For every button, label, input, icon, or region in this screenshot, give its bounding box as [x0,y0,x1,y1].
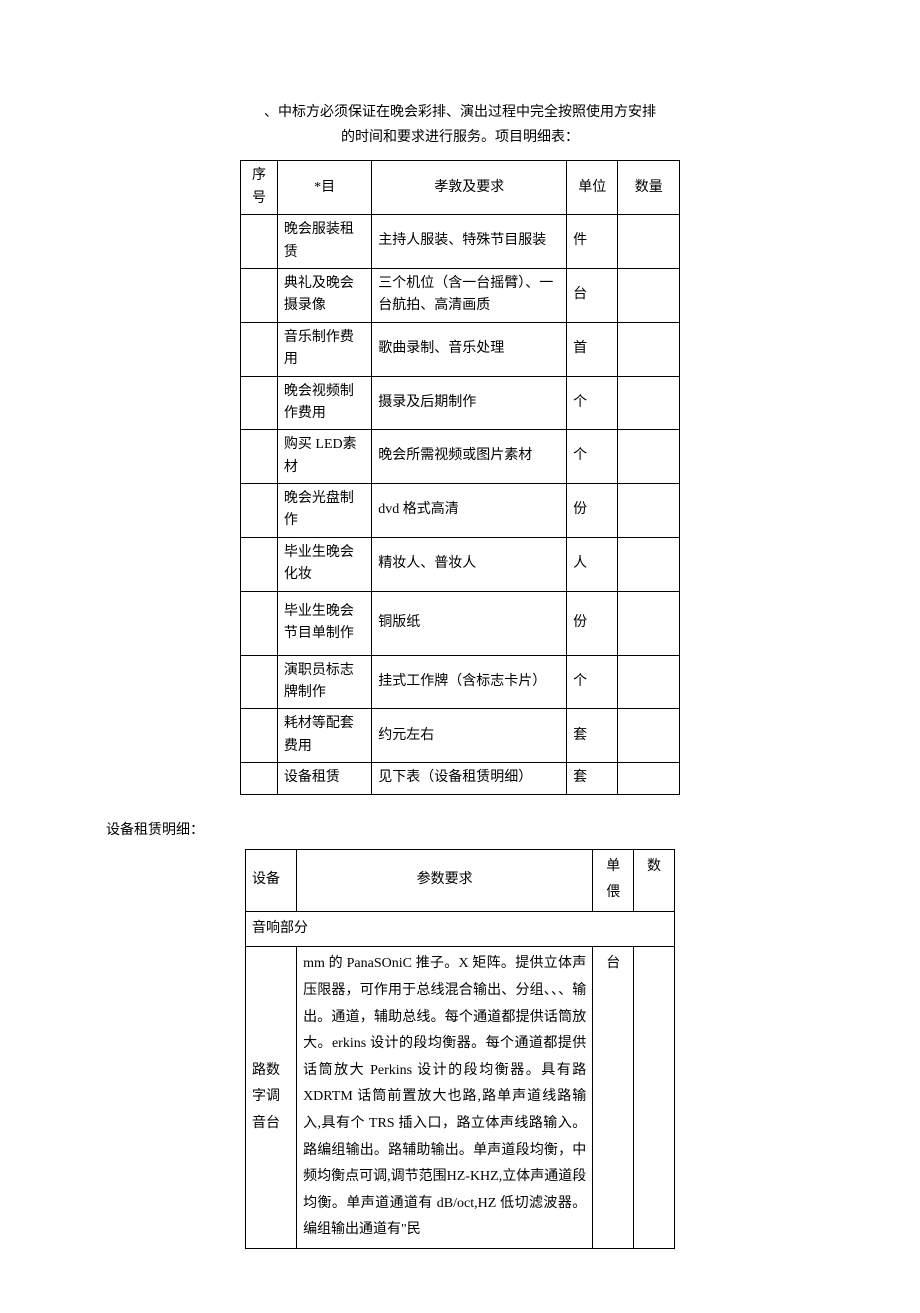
cell-req: 晚会所需视频或图片素材 [372,430,567,484]
table1-header-row: 序号 *目 孝敦及要求 单位 数量 [241,161,680,215]
cell-qty [618,268,680,322]
table-row: 耗材等配套费用 约元左右 套 [241,709,680,763]
header-seq: 序号 [241,161,278,215]
table1-body: 晚会服装租赁 主持人服装、特殊节目服装 件 典礼及晚会摄录像 三个机位（含一台摇… [241,215,680,794]
table-row: 设备租赁 见下表（设备租赁明细） 套 [241,763,680,794]
table-row: 晚会视频制作费用 摄录及后期制作 个 [241,376,680,430]
cell-qty [618,215,680,269]
cell-item: 晚会视频制作费用 [277,376,371,430]
cell-seq [241,376,278,430]
cell-seq [241,215,278,269]
cell-item: 演职员标志牌制作 [277,655,371,709]
cell-seq [241,591,278,655]
table2-container: 设备 参数要求 单 偎 数 音响部分 路数字调音台 mm 的 PanaSOniC… [100,849,820,1249]
cell-qty [618,655,680,709]
header-unit: 单 偎 [593,849,634,911]
cell-param: mm 的 PanaSOniC 推子。X 矩阵。提供立体声压限器，可作用于总线混合… [297,947,593,1249]
cell-qty [618,591,680,655]
cell-unit: 件 [567,215,618,269]
header-unit: 单位 [567,161,618,215]
cell-unit: 个 [567,655,618,709]
cell-item: 晚会服装租赁 [277,215,371,269]
cell-req: 见下表（设备租赁明细） [372,763,567,794]
table-row: 毕业生晚会化妆 精妆人、普妆人 人 [241,537,680,591]
header-qty: 数 [634,849,675,911]
cell-seq [241,537,278,591]
section-row: 音响部分 [246,911,675,947]
cell-req: 主持人服装、特殊节目服装 [372,215,567,269]
cell-qty [618,430,680,484]
cell-item: 音乐制作费用 [277,322,371,376]
cell-req: 约元左右 [372,709,567,763]
cell-seq [241,484,278,538]
project-detail-table: 序号 *目 孝敦及要求 单位 数量 晚会服装租赁 主持人服装、特殊节目服装 件 … [240,160,680,794]
cell-device: 路数字调音台 [246,947,297,1249]
cell-unit: 首 [567,322,618,376]
header-param: 参数要求 [297,849,593,911]
table-row: 毕业生晚会节目单制作 铜版纸 份 [241,591,680,655]
cell-unit: 份 [567,591,618,655]
cell-qty [618,537,680,591]
cell-req: dvd 格式高清 [372,484,567,538]
cell-seq [241,430,278,484]
table-row: 音乐制作费用 歌曲录制、音乐处理 首 [241,322,680,376]
cell-req: 挂式工作牌（含标志卡片） [372,655,567,709]
cell-req: 三个机位（含一台摇臂）、一台航拍、高清画质 [372,268,567,322]
cell-qty [618,376,680,430]
intro-text: 、中标方必须保证在晚会彩排、演出过程中完全按照使用方安排 的时间和要求进行服务。… [100,100,820,150]
table2-body: 音响部分 路数字调音台 mm 的 PanaSOniC 推子。X 矩阵。提供立体声… [246,911,675,1248]
cell-unit: 套 [567,709,618,763]
cell-seq [241,322,278,376]
cell-item: 购买 LED素材 [277,430,371,484]
table-row: 购买 LED素材 晚会所需视频或图片素材 个 [241,430,680,484]
equipment-rental-table: 设备 参数要求 单 偎 数 音响部分 路数字调音台 mm 的 PanaSOniC… [245,849,675,1249]
header-req: 孝敦及要求 [372,161,567,215]
header-qty: 数量 [618,161,680,215]
cell-item: 耗材等配套费用 [277,709,371,763]
cell-req: 歌曲录制、音乐处理 [372,322,567,376]
cell-qty [618,763,680,794]
table1-container: 序号 *目 孝敦及要求 单位 数量 晚会服装租赁 主持人服装、特殊节目服装 件 … [100,160,820,794]
table-row: 晚会光盘制作 dvd 格式高清 份 [241,484,680,538]
cell-unit: 台 [567,268,618,322]
cell-qty [618,709,680,763]
cell-qty [634,947,675,1249]
cell-seq [241,655,278,709]
cell-unit: 套 [567,763,618,794]
cell-qty [618,322,680,376]
cell-item: 毕业生晚会节目单制作 [277,591,371,655]
cell-req: 摄录及后期制作 [372,376,567,430]
cell-seq [241,268,278,322]
cell-req: 精妆人、普妆人 [372,537,567,591]
cell-item: 典礼及晚会摄录像 [277,268,371,322]
header-device: 设备 [246,849,297,911]
table-row: 演职员标志牌制作 挂式工作牌（含标志卡片） 个 [241,655,680,709]
cell-seq [241,763,278,794]
cell-unit: 人 [567,537,618,591]
table2-header-row: 设备 参数要求 单 偎 数 [246,849,675,911]
table-row: 典礼及晚会摄录像 三个机位（含一台摇臂）、一台航拍、高清画质 台 [241,268,680,322]
cell-item: 毕业生晚会化妆 [277,537,371,591]
cell-unit: 个 [567,376,618,430]
cell-unit: 台 [593,947,634,1249]
header-item: *目 [277,161,371,215]
table-row: 路数字调音台 mm 的 PanaSOniC 推子。X 矩阵。提供立体声压限器，可… [246,947,675,1249]
table-row: 晚会服装租赁 主持人服装、特殊节目服装 件 [241,215,680,269]
cell-qty [618,484,680,538]
section-title: 音响部分 [246,911,675,947]
cell-item: 设备租赁 [277,763,371,794]
cell-unit: 份 [567,484,618,538]
intro-line-1: 、中标方必须保证在晚会彩排、演出过程中完全按照使用方安排 [140,100,780,125]
intro-line-2: 的时间和要求进行服务。项目明细表： [140,125,780,150]
equipment-rental-label: 设备租赁明细： [106,819,820,839]
cell-unit: 个 [567,430,618,484]
cell-seq [241,709,278,763]
cell-item: 晚会光盘制作 [277,484,371,538]
cell-req: 铜版纸 [372,591,567,655]
